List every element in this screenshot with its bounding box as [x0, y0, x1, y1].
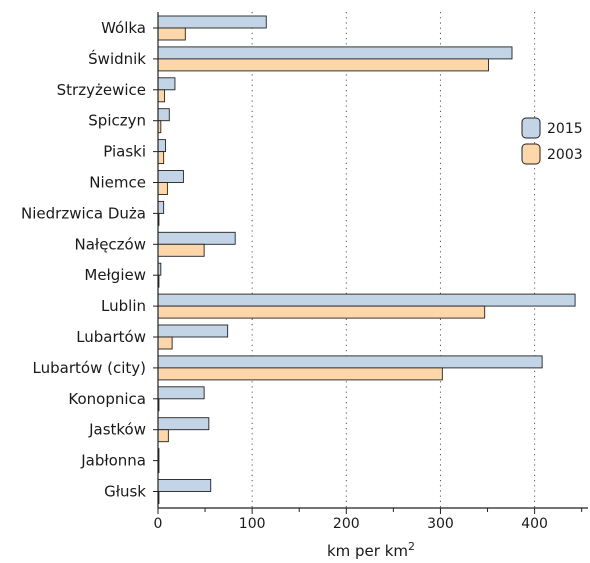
bar-2003-2: [157, 89, 166, 103]
legend: 2015 2003: [521, 117, 583, 165]
bar-2015-2: [157, 77, 176, 91]
category-label: Wólka: [101, 19, 146, 37]
bar-2003-1: [157, 58, 489, 72]
bar-2015-15: [157, 479, 212, 492]
x-tick-label: 300: [427, 516, 454, 532]
bar-2015-5: [157, 170, 184, 183]
bar-2015-3: [157, 108, 170, 122]
bar-2015-6: [157, 200, 165, 214]
bar-2015-0: [157, 15, 267, 29]
x-ticks: 0 100 200 300 400: [154, 508, 583, 532]
category-label: Głusk: [104, 483, 146, 501]
bar-2003-10: [157, 336, 173, 350]
bar-2003-0: [157, 27, 186, 41]
category-label: Lubartów (city): [33, 359, 146, 377]
bar-2003-13: [157, 429, 169, 443]
bar-2003-11: [157, 367, 443, 381]
legend-swatch-2003: [521, 143, 541, 165]
category-label: Mełgiew: [84, 266, 146, 284]
bar-2003-5: [157, 182, 168, 195]
bars: [157, 15, 576, 504]
x-tick-label: 400: [521, 516, 548, 532]
category-label: Spiczyn: [88, 112, 146, 130]
category-label: Strzyżewice: [57, 81, 146, 99]
x-axis-title: km per km2: [327, 540, 415, 560]
bar-2015-7: [157, 231, 236, 245]
bar-2015-13: [157, 417, 210, 431]
category-label: Jabłonna: [80, 452, 146, 470]
bar-2015-4: [157, 139, 166, 153]
bar-2015-9: [157, 293, 576, 307]
x-axis-title-text: km per km: [327, 542, 408, 560]
x-tick-label: 0: [154, 516, 163, 532]
bar-2015-10: [157, 324, 229, 338]
category-label: Piaski: [103, 143, 146, 161]
category-label: Niedrzwica Duża: [21, 204, 146, 222]
legend-label: 2003: [547, 147, 583, 163]
bar-2003-4: [157, 151, 165, 165]
x-tick-label: 100: [239, 516, 266, 532]
category-label: Nałęczów: [75, 235, 146, 253]
category-label: Konopnica: [68, 390, 146, 408]
bar-2003-9: [157, 305, 486, 319]
bar-2003-7: [157, 243, 205, 257]
gridlines: [251, 12, 536, 508]
category-label: Jastków: [88, 421, 146, 439]
legend-label: 2015: [547, 121, 583, 137]
category-label: Świdnik: [88, 49, 146, 68]
category-label: Lubartów: [76, 328, 146, 346]
bar-2015-12: [157, 386, 205, 400]
bar-2015-1: [157, 46, 513, 60]
category-label: Niemce: [89, 174, 146, 192]
legend-swatch-2015: [521, 117, 541, 139]
category-labels: Wólka Świdnik Strzyżewice Spiczyn Piaski Niem…: [21, 19, 158, 501]
x-axis-title-superscript: 2: [408, 540, 415, 553]
x-tick-label: 200: [333, 516, 360, 532]
bar-2015-11: [157, 355, 543, 369]
category-label: Lublin: [101, 297, 146, 315]
